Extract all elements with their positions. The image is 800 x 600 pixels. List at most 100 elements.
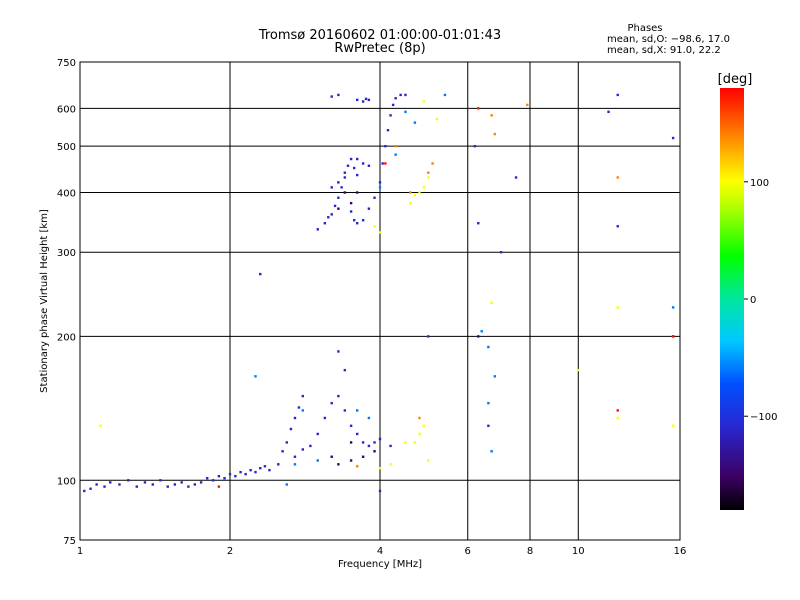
data-point [199,481,203,484]
data-point [301,394,305,398]
data-point [427,171,430,174]
data-point [228,472,232,476]
data-point [281,450,284,453]
data-point [355,432,359,436]
data-point [166,485,169,488]
data-point [323,416,327,420]
x-tick-label: 8 [527,546,533,557]
data-point [418,432,421,436]
data-point [293,463,297,466]
data-point [249,468,252,472]
data-point [327,216,330,219]
data-point [616,409,619,412]
data-point [263,465,267,468]
data-point [301,409,305,412]
data-point [378,437,382,441]
y-tick-label: 400 [57,188,76,199]
data-point [616,416,619,420]
data-point [95,483,98,486]
data-point [413,121,417,124]
data-point [297,406,301,409]
data-point [487,424,490,428]
data-point [323,222,327,225]
data-point [340,186,343,189]
data-point [671,424,675,428]
y-tick-label: 100 [57,476,76,487]
data-point [349,441,353,444]
chart-title: Tromsø 20160602 01:00:00-01:01:43 [258,28,501,43]
data-point [337,463,340,466]
data-point [487,401,490,405]
data-point [671,306,675,309]
data-point [443,93,447,97]
data-point [361,219,365,222]
x-tick-label: 1 [77,546,83,557]
y-tick-label: 600 [57,104,76,115]
data-point [378,186,382,189]
data-point [394,153,397,156]
data-point [187,485,190,488]
data-point [211,479,215,482]
data-point [399,93,402,97]
data-point [616,176,619,179]
data-point [349,201,353,205]
data-point [316,459,319,462]
data-point [361,100,365,103]
data-point [355,222,359,225]
data-point [477,107,480,110]
data-point [422,100,426,103]
data-point [103,485,106,488]
data-point [418,191,421,194]
colorbar [720,88,744,510]
colorbar-ticks: 100 0 −100 [744,178,777,423]
data-point [301,448,305,451]
colorbar-tick-label: 100 [750,178,769,189]
phases-legend-x-line: mean, sd,X: 91.0, 22.2 [607,45,721,56]
data-point [367,444,371,448]
data-point [490,450,493,453]
data-point [349,459,353,462]
data-point [337,350,340,353]
data-point [151,483,155,486]
data-point [378,181,382,184]
data-point [490,114,493,117]
data-point [422,424,426,428]
data-point [352,219,356,222]
data-point [330,95,333,98]
data-point [435,117,438,121]
data-point [384,162,387,165]
data-point [381,162,384,165]
data-point [526,103,529,107]
data-point [373,441,376,444]
data-point [364,97,368,101]
x-tick-label: 6 [465,546,471,557]
data-point [394,96,397,100]
data-point [109,481,112,484]
data-point [355,409,359,412]
data-point [223,477,226,480]
data-point [514,176,518,179]
data-point [234,474,237,478]
data-point [384,144,387,148]
data-point [118,483,121,486]
data-point [343,409,347,412]
data-point [367,207,371,210]
data-point [373,196,376,199]
data-point [330,213,333,216]
data-point [217,485,221,488]
data-point [361,455,365,458]
data-point [355,98,359,102]
data-point [378,489,382,493]
data-point [409,191,412,194]
data-point [477,335,480,338]
y-axis-ticks: 75 100 200 300 400 500 600 750 [57,58,76,547]
data-point [378,231,382,234]
data-point [490,301,493,305]
data-point [180,481,183,484]
data-point [493,132,497,136]
data-point [409,201,412,205]
data-point [143,481,147,484]
data-point [330,186,333,189]
data-point [671,335,675,338]
data-point [330,455,333,458]
